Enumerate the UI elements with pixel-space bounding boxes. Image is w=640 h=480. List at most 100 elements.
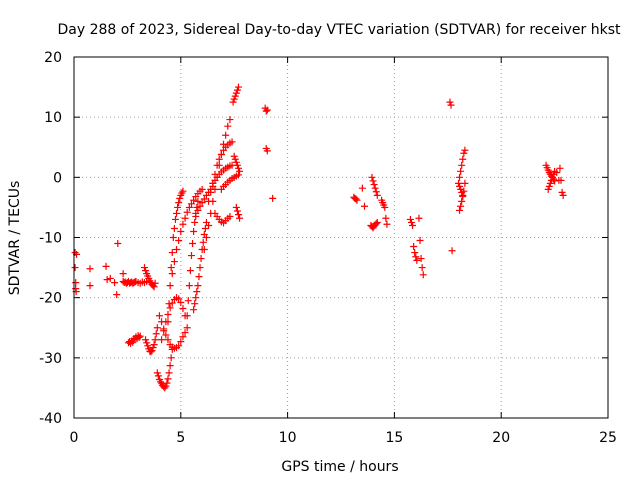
data-point — [233, 86, 241, 94]
data-point — [168, 270, 176, 278]
data-point — [383, 220, 391, 228]
data-point — [187, 252, 195, 260]
data-point — [381, 203, 389, 211]
data-point — [369, 177, 377, 185]
data-point — [262, 107, 270, 115]
data-point — [173, 209, 181, 217]
data-point — [229, 98, 237, 106]
data-point — [165, 300, 173, 308]
data-point — [179, 220, 187, 228]
data-point — [144, 342, 152, 350]
data-point — [174, 203, 182, 211]
data-point — [558, 188, 566, 196]
plot-frame — [73, 56, 609, 419]
data-point — [164, 311, 172, 319]
data-point — [175, 237, 183, 245]
data-point — [213, 161, 221, 169]
data-point — [103, 276, 111, 284]
data-point — [154, 372, 162, 380]
data-point — [163, 379, 171, 387]
data-point — [458, 197, 466, 205]
data-point — [222, 131, 230, 139]
data-point — [230, 152, 238, 160]
data-point — [142, 336, 150, 344]
data-point — [187, 200, 195, 208]
data-point — [456, 206, 464, 214]
data-point — [183, 324, 191, 332]
axis-ticks: 0 5 10 15 20 25 -40 -30 -20 -10 0 10 20 — [39, 50, 617, 446]
data-point — [461, 146, 469, 154]
data-point — [457, 185, 465, 193]
data-point — [175, 342, 183, 350]
data-point — [197, 255, 205, 263]
data-point — [559, 191, 567, 199]
y-tick-label: -40 — [39, 411, 62, 427]
data-point — [410, 243, 418, 251]
y-tick-label: 10 — [44, 110, 62, 126]
data-point — [166, 304, 174, 312]
data-point — [158, 336, 166, 344]
data-point — [169, 234, 177, 241]
data-point — [419, 271, 427, 279]
data-point — [162, 331, 170, 339]
data-point — [547, 176, 555, 184]
data-point — [415, 214, 423, 222]
data-point — [186, 267, 194, 275]
data-point — [86, 265, 94, 273]
data-point — [353, 196, 361, 204]
x-axis-label: GPS time / hours — [281, 459, 398, 475]
data-point — [190, 196, 198, 204]
data-point — [181, 214, 189, 222]
data-point — [352, 195, 360, 203]
data-point — [167, 354, 175, 362]
x-tick-label: 5 — [176, 430, 185, 446]
data-point — [454, 179, 462, 187]
data-point — [191, 300, 199, 308]
data-point — [166, 282, 174, 290]
data-point — [119, 270, 127, 278]
data-point — [269, 194, 277, 202]
data-point — [190, 227, 198, 235]
data-point — [165, 369, 173, 377]
data-point — [544, 185, 552, 193]
data-point — [191, 218, 199, 226]
data-point — [458, 161, 466, 169]
data-point — [232, 203, 240, 211]
data-point — [459, 191, 467, 199]
data-point — [173, 246, 181, 254]
data-point — [143, 339, 151, 347]
data-point — [371, 184, 379, 192]
data-point — [557, 176, 565, 184]
data-point — [372, 220, 380, 228]
data-point — [413, 256, 421, 264]
data-point — [151, 336, 159, 344]
data-points — [71, 83, 567, 392]
data-point — [231, 92, 239, 100]
data-point — [360, 202, 368, 210]
data-point — [412, 253, 420, 261]
data-point — [153, 369, 161, 377]
data-point — [136, 332, 144, 340]
data-point — [373, 218, 381, 226]
data-point — [456, 173, 464, 181]
data-point — [183, 312, 191, 320]
data-point — [459, 155, 467, 163]
data-point — [164, 375, 172, 383]
data-point — [234, 211, 242, 219]
data-point — [358, 184, 366, 192]
data-point — [411, 249, 419, 257]
data-point — [168, 249, 176, 257]
data-point — [201, 224, 209, 232]
data-point — [113, 291, 121, 299]
data-point — [373, 191, 381, 199]
data-point — [372, 188, 380, 196]
data-point — [179, 304, 187, 312]
x-tick-label: 0 — [70, 430, 79, 446]
x-tick-label: 15 — [385, 430, 403, 446]
data-point — [226, 116, 234, 124]
data-point — [217, 150, 225, 158]
data-point — [176, 194, 184, 202]
y-tick-label: -20 — [39, 291, 62, 307]
data-point — [232, 89, 240, 97]
data-point — [175, 295, 183, 303]
